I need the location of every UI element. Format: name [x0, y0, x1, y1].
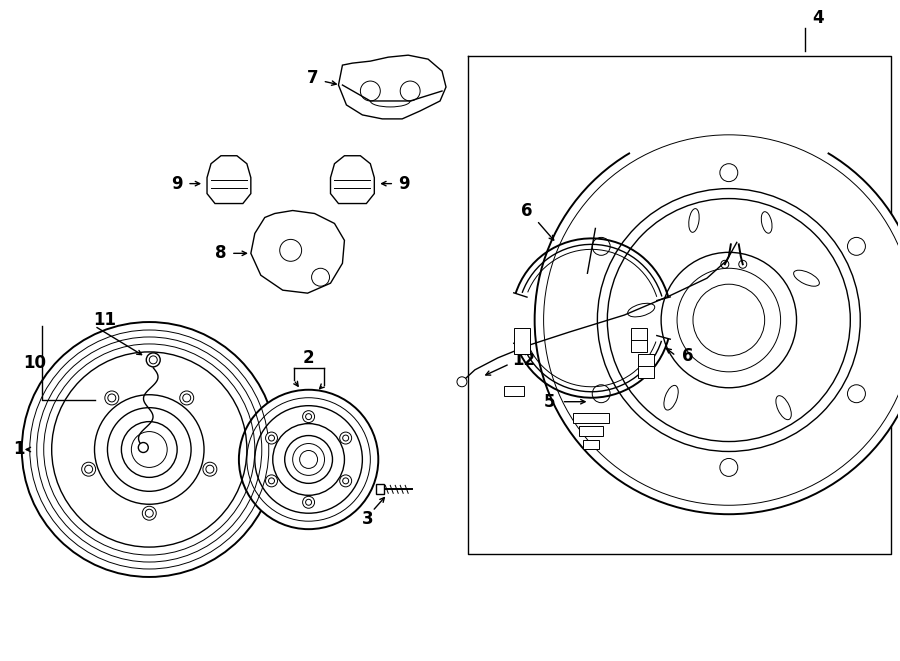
Polygon shape [330, 156, 374, 204]
Circle shape [592, 385, 610, 403]
Circle shape [82, 462, 95, 476]
Text: 6: 6 [521, 202, 533, 219]
Text: 2: 2 [302, 349, 314, 367]
Circle shape [457, 377, 467, 387]
Bar [580, 426, 603, 436]
Text: 10: 10 [23, 354, 46, 372]
Text: 1: 1 [14, 440, 24, 459]
Text: 12: 12 [512, 351, 535, 369]
Circle shape [592, 237, 610, 255]
Bar [638, 354, 654, 378]
Circle shape [302, 410, 315, 422]
Circle shape [848, 385, 866, 403]
Wedge shape [628, 119, 830, 320]
Circle shape [139, 442, 148, 453]
Text: 3: 3 [362, 510, 374, 528]
Text: 6: 6 [682, 347, 694, 365]
Circle shape [302, 496, 315, 508]
Circle shape [720, 459, 738, 477]
Circle shape [180, 391, 194, 405]
Bar [631, 328, 647, 352]
Circle shape [339, 432, 352, 444]
Circle shape [142, 506, 157, 520]
Circle shape [266, 475, 277, 487]
Bar [573, 412, 609, 422]
Circle shape [266, 432, 277, 444]
Text: 7: 7 [307, 69, 319, 87]
Bar [514, 328, 530, 354]
Text: 9: 9 [399, 175, 410, 192]
Polygon shape [207, 156, 251, 204]
Text: 9: 9 [171, 175, 183, 192]
Ellipse shape [776, 396, 791, 420]
Circle shape [339, 475, 352, 487]
Text: 8: 8 [215, 245, 227, 262]
Polygon shape [251, 210, 345, 293]
Circle shape [238, 390, 378, 529]
Text: 11: 11 [93, 311, 116, 329]
Ellipse shape [627, 303, 654, 317]
Bar [583, 440, 599, 449]
Circle shape [104, 391, 119, 405]
Circle shape [535, 126, 900, 514]
Circle shape [22, 322, 276, 577]
Circle shape [720, 164, 738, 182]
Bar [376, 485, 384, 494]
Text: 4: 4 [813, 9, 824, 27]
Bar [504, 386, 524, 396]
Ellipse shape [794, 270, 819, 286]
Circle shape [848, 237, 866, 255]
Polygon shape [338, 55, 446, 119]
Ellipse shape [664, 385, 679, 410]
Ellipse shape [761, 212, 772, 233]
Circle shape [147, 353, 160, 367]
Ellipse shape [688, 209, 699, 232]
Circle shape [202, 462, 217, 476]
Text: 5: 5 [544, 393, 555, 410]
